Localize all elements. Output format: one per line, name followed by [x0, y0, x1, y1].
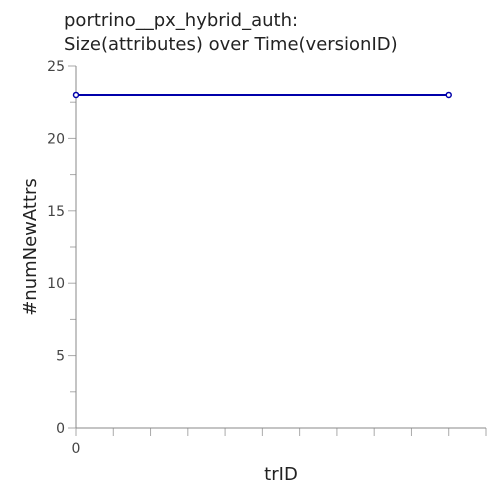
y-tick-label: 5: [56, 349, 65, 365]
series-layer: [72, 91, 452, 99]
y-tick-label: 25: [47, 59, 65, 75]
series-point: [72, 91, 80, 99]
y-tick-label: 15: [47, 204, 65, 220]
y-tick-label: 10: [47, 276, 65, 292]
chart-title-line-2: Size(attributes) over Time(versionID): [64, 34, 398, 55]
y-axis-ticks: 0 5 10 15 20 25: [47, 59, 76, 437]
y-axis-label: #numNewAttrs: [20, 178, 41, 316]
x-axis-label: trID: [264, 464, 298, 485]
x-tick-label: 0: [72, 441, 81, 457]
series-point: [445, 91, 452, 99]
x-axis-ticks: [75, 428, 487, 436]
y-tick-label: 0: [56, 421, 65, 437]
chart-title-line-1: portrino__px_hybrid_auth:: [64, 10, 298, 31]
y-tick-label: 20: [47, 131, 65, 147]
